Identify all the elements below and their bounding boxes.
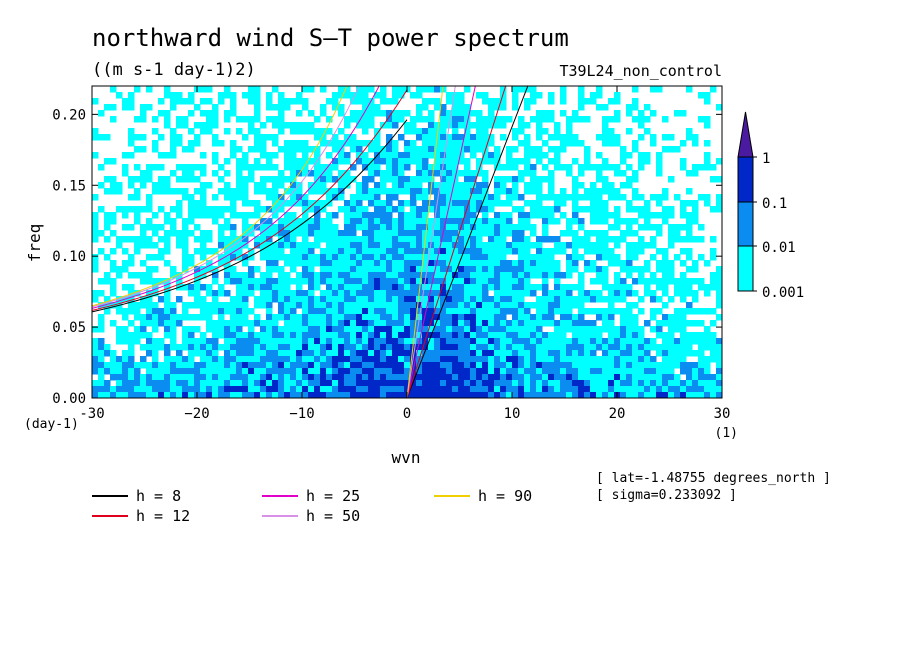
colorbar-arrow [737,111,754,158]
legend-label: h = 12 [136,507,190,525]
mrg-curve [92,86,348,307]
x-axis-label: wvn [392,448,421,467]
run-label: T39L24_non_control [559,62,722,80]
x-tick-label: 10 [504,406,521,422]
kelvin-curve [406,86,529,398]
mrg-curve [92,86,360,308]
y-tick-label: 0.05 [52,320,86,336]
x-tick-label: -30 [79,406,104,422]
x-tick-label: 30 [714,406,731,422]
y-tick-label: 0.20 [52,107,86,123]
x-axis-ticks: -30 −20 −10 0 10 20 30 [79,86,730,422]
legend-label: h = 8 [136,487,181,505]
legend-label: h = 90 [478,487,532,505]
y-axis-unit: (day-1) [24,417,79,432]
y-axis-ticks: 0.00 0.05 0.10 0.15 0.20 [52,107,722,407]
kelvin-curve [406,86,507,398]
y-tick-label: 0.10 [52,249,86,265]
legend-label: h = 25 [306,487,360,505]
legend-label: h = 50 [306,507,360,525]
x-tick-label: 0 [403,406,411,422]
colorbar: 0.001 0.01 0.1 1 [737,111,804,301]
annotation-sigma: [ sigma=0.233092 ] [596,488,737,503]
colorbar-segment [737,156,754,203]
x-axis-unit: (1) [715,426,738,441]
kelvin-curve [406,86,476,398]
annotation-lat: [ lat=-1.48755 degrees_north ] [596,471,831,486]
colorbar-label: 1 [762,151,770,167]
y-tick-label: 0.00 [52,391,86,407]
colorbar-segment [737,201,754,247]
colorbar-label: 0.001 [762,285,804,301]
y-tick-label: 0.15 [52,178,86,194]
colorbar-label: 0.01 [762,240,796,256]
colorbar-segment [737,245,754,292]
colorbar-label: 0.1 [762,196,787,212]
x-tick-label: −10 [289,406,314,422]
chart-title: northward wind S–T power spectrum [92,24,569,52]
legend: h = 8 h = 12 h = 25 h = 50 h = 90 [92,487,532,525]
chart-subtitle: ((m s-1 day-1)2) [92,60,256,80]
mrg-curve [92,86,380,309]
y-axis-label: freq [25,224,44,263]
dispersion-curves [92,86,529,398]
x-tick-label: 20 [609,406,626,422]
mrg-curve [92,119,408,313]
x-tick-label: −20 [184,406,209,422]
mrg-curve [92,89,408,311]
